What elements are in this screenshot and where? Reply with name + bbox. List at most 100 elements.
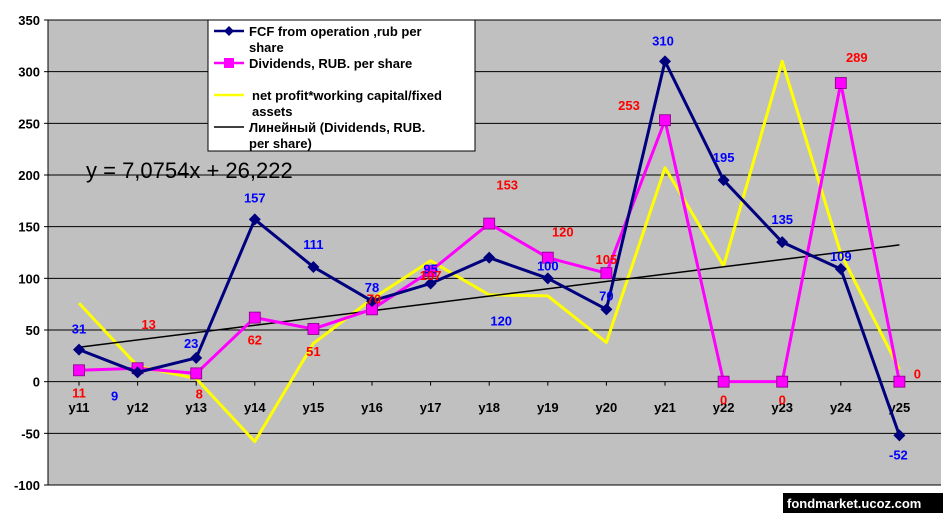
y-tick-label: -100 <box>14 478 40 493</box>
data-label-dividends: 51 <box>306 344 320 359</box>
data-label-dividends: 13 <box>141 317 155 332</box>
marker-fcf-y15 <box>307 260 320 273</box>
data-label-fcf: 157 <box>244 190 266 205</box>
x-tick-label: y12 <box>127 400 149 415</box>
data-label-fcf: -52 <box>889 447 908 462</box>
marker-dividends-y15 <box>307 323 320 335</box>
y-tick-label: 200 <box>18 168 40 183</box>
marker-fcf-y11 <box>73 343 85 356</box>
y-tick-label: 250 <box>18 116 40 131</box>
legend-marker-fcf <box>224 26 234 36</box>
marker-dividends-y22 <box>717 375 730 388</box>
y-tick-label: 0 <box>33 375 40 390</box>
data-label-fcf: 9 <box>111 388 118 403</box>
data-label-dividends: 0 <box>914 367 921 382</box>
legend-item-dividends: Dividends, RUB. per share <box>214 56 412 71</box>
trendline-equation: y = 7,0754x + 26,222 <box>86 158 293 183</box>
y-tick-label: -50 <box>21 426 40 441</box>
legend-item-net-profit: net profit*working capital/fixed assets <box>214 88 446 119</box>
data-label-fcf: 120 <box>490 314 512 329</box>
marker-dividends-y24 <box>834 77 847 89</box>
x-tick-label: y11 <box>69 400 90 415</box>
x-tick-label: y25 <box>889 400 911 415</box>
data-label-dividends: 153 <box>496 178 518 193</box>
marker-dividends-y20 <box>600 267 613 280</box>
x-axis: y11 y12 y13 y14 y15 y16 y17 y18 y19 y20 y21 y22 y23 y… <box>69 381 911 415</box>
data-label-dividends: 62 <box>248 333 262 348</box>
data-labels: 31 9 23 157 111 78 95 120 100 70 310 195 135 109 -52 11… <box>72 33 921 462</box>
marker-dividends-y25 <box>893 375 906 388</box>
x-tick-label: y23 <box>771 400 793 415</box>
data-label-fcf: 78 <box>365 280 379 295</box>
watermark: fondmarket.ucoz.com <box>783 493 943 513</box>
marker-fcf-y21 <box>659 55 671 68</box>
y-tick-label: 50 <box>26 323 40 338</box>
marker-dividends-y17 <box>424 265 437 278</box>
x-tick-label: y20 <box>596 400 618 415</box>
legend-label-net-profit-line1: net profit*working capital/fixed <box>252 88 442 103</box>
data-label-fcf: 195 <box>713 150 735 165</box>
data-label-fcf: 31 <box>72 322 86 337</box>
data-label-dividends: 107 <box>420 268 442 283</box>
marker-fcf-y22 <box>717 174 730 187</box>
watermark-background <box>783 493 943 513</box>
data-label-dividends: 0 <box>720 393 727 408</box>
data-label-fcf: 310 <box>652 33 674 48</box>
data-label-dividends: 0 <box>779 393 786 408</box>
marker-dividends-y19 <box>541 251 554 264</box>
data-label-dividends: 8 <box>196 386 203 401</box>
marker-dividends-y18 <box>483 217 496 230</box>
data-label-fcf: 109 <box>830 249 852 264</box>
marker-fcf-y17 <box>424 277 437 290</box>
legend-marker-dividends <box>224 58 234 68</box>
marker-fcf-y14 <box>248 213 261 226</box>
x-tick-label: y16 <box>361 400 383 415</box>
marker-fcf-y13 <box>190 351 203 364</box>
marker-dividends-y23 <box>776 375 789 388</box>
svg-text:net profit*working capital/fix: net profit*working capital/fixed assets <box>252 88 446 119</box>
data-label-fcf: 100 <box>537 258 559 273</box>
marker-dividends-y21 <box>659 114 671 127</box>
marker-fcf-y20 <box>600 303 613 316</box>
legend-item-fcf: FCF from operation ,rub per share <box>214 24 425 55</box>
data-label-fcf: 135 <box>771 212 793 227</box>
data-label-fcf: 95 <box>423 262 437 277</box>
legend: FCF from operation ,rub per share Divide… <box>207 19 476 152</box>
svg-text:FCF from operation ,rub per: FCF from operation ,rub per share <box>249 24 425 55</box>
x-tick-label: y19 <box>537 400 559 415</box>
y-tick-label: 100 <box>18 271 40 286</box>
data-label-fcf: 111 <box>303 237 323 252</box>
marker-dividends-y14 <box>248 311 261 324</box>
data-label-dividends: 120 <box>552 225 574 240</box>
marker-dividends-y11 <box>73 364 85 377</box>
data-label-dividends: 289 <box>846 50 868 65</box>
series-line-trend <box>78 244 900 349</box>
data-label-fcf: 23 <box>184 336 198 351</box>
marker-fcf-y25 <box>893 429 906 442</box>
marker-fcf-y16 <box>366 295 378 308</box>
x-tick-label: y14 <box>244 400 266 415</box>
legend-item-trend: Линейный (Dividends, RUB. per share) <box>214 120 429 151</box>
data-label-dividends: 70 <box>367 291 381 306</box>
legend-box <box>207 19 476 152</box>
data-label-fcf: 70 <box>599 288 613 303</box>
legend-label-trend-line2: per share) <box>249 136 312 151</box>
marker-fcf-y23 <box>776 236 789 249</box>
marker-fcf-y19 <box>541 272 554 285</box>
x-tick-label: y13 <box>185 400 207 415</box>
legend-label-fcf-line2: share <box>249 40 284 55</box>
data-label-dividends: 11 <box>72 385 86 400</box>
y-tick-label: 350 <box>18 13 40 28</box>
x-tick-label: y22 <box>713 400 735 415</box>
x-tick-label: y24 <box>830 400 852 415</box>
series-layer <box>73 55 906 444</box>
legend-label-fcf-line1: FCF from operation ,rub per <box>249 24 422 39</box>
data-label-dividends: 253 <box>618 98 640 113</box>
x-tick-label: y21 <box>654 400 676 415</box>
y-tick-label: 300 <box>18 65 40 80</box>
x-tick-label: y17 <box>420 400 442 415</box>
series-line-net-profit <box>77 59 901 444</box>
y-tick-label: 150 <box>18 220 40 235</box>
svg-text:Линейный (Dividends, RUB.: Линейный (Dividends, RUB. per share) <box>249 120 429 151</box>
